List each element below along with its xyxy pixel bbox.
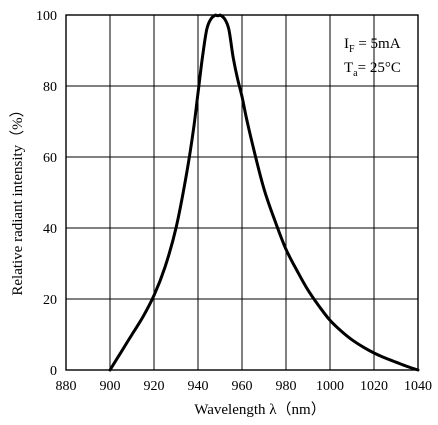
x-tick-label-980: 980	[276, 379, 297, 394]
legend-line-2: Ta= 25°C	[344, 60, 401, 79]
y-tick-label-80: 80	[43, 80, 57, 95]
x-tick-label-920: 920	[144, 379, 165, 394]
tick-labels: 880 900 920 940 960 980 1000 1020 1040 0 20 40 60 80 1…	[36, 9, 432, 394]
x-tick-label-1020: 1020	[360, 379, 388, 394]
legend-box: IF = 5mA Ta= 25°C	[344, 36, 401, 79]
x-tick-label-940: 940	[188, 379, 209, 394]
x-tick-label-1000: 1000	[316, 379, 344, 394]
x-tick-label-900: 900	[100, 379, 121, 394]
x-axis-label: Wavelength λ（nm）	[194, 401, 325, 418]
x-tick-label-960: 960	[232, 379, 253, 394]
plot-frame	[65, 14, 419, 371]
y-tick-label-60: 60	[43, 151, 57, 166]
y-tick-label-40: 40	[43, 222, 57, 237]
y-tick-label-0: 0	[50, 364, 57, 379]
y-tick-label-100: 100	[36, 9, 57, 24]
x-tick-label-1040: 1040	[404, 379, 432, 394]
x-tick-label-880: 880	[56, 379, 77, 394]
grid-lines	[66, 15, 418, 370]
y-tick-label-20: 20	[43, 293, 57, 308]
y-axis-label: Relative radiant intensity（%）	[9, 102, 26, 295]
intensity-curve	[108, 13, 420, 372]
legend-line-1: IF = 5mA	[344, 36, 401, 55]
